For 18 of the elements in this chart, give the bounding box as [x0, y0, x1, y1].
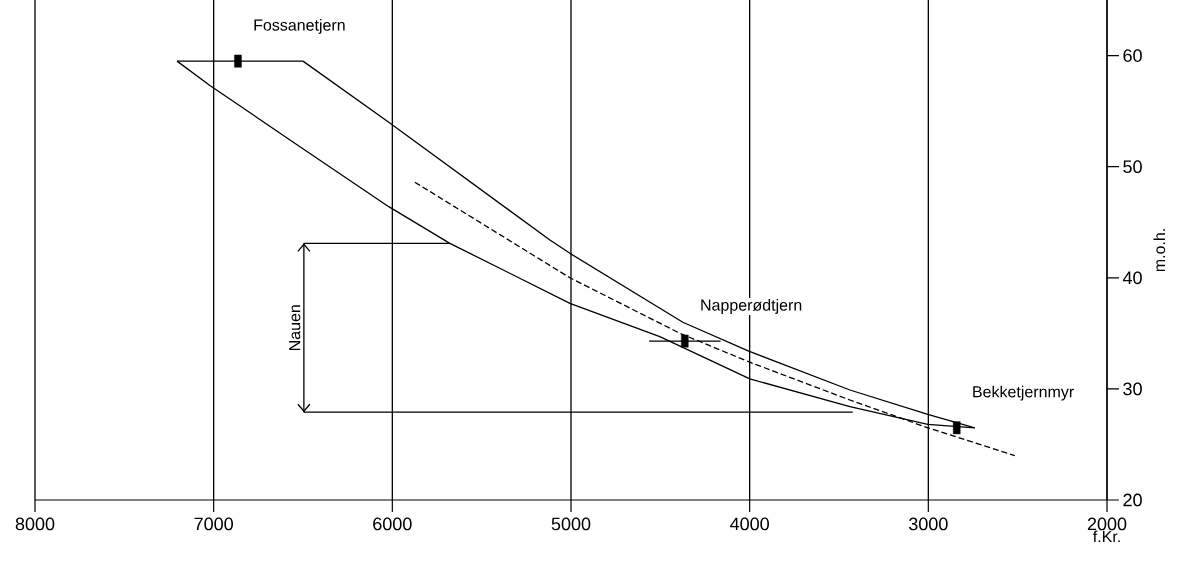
x-tick-label: 7000	[194, 517, 233, 531]
x-axis-title: f.Kr.	[1092, 530, 1120, 543]
text: Nauen	[289, 305, 301, 351]
y-tick-label: 20	[1123, 493, 1142, 507]
y-tick-label: 40	[1122, 271, 1142, 285]
x-tick-label: 2000	[1087, 517, 1127, 531]
x-tick-label: 6000	[373, 517, 412, 531]
x-tick-label: 8000	[15, 517, 55, 531]
x-tick-label: 4000	[730, 517, 769, 531]
annotation: Bekketjernmyr	[973, 385, 1074, 401]
annotation: Fossanetjern	[254, 19, 345, 34]
y-tick-label: 30	[1123, 382, 1142, 396]
y-tick-label: 50	[1123, 160, 1142, 174]
annotation: Napperødtjern	[701, 299, 802, 314]
x-tick-label: 5000	[551, 517, 591, 531]
y-tick-label: 60	[1123, 49, 1142, 62]
y-axis-title: m.o.h.	[1153, 229, 1166, 272]
x-tick-label: 3000	[908, 517, 948, 531]
